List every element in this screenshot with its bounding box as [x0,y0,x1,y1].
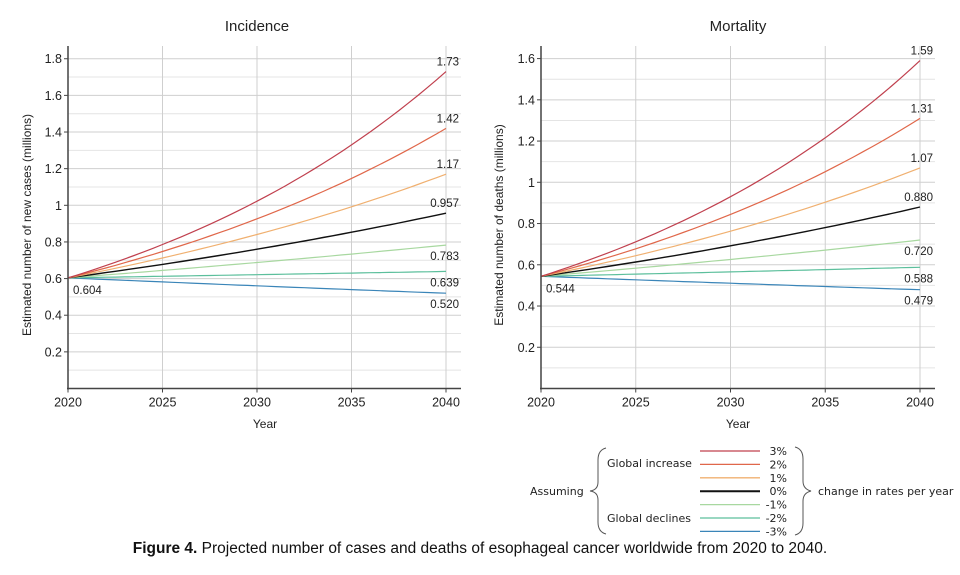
figure-caption: Figure 4. Projected number of cases and … [0,540,960,558]
series-line-0pct [540,206,921,277]
end-value-label: 1.31 [911,103,933,115]
legend-assuming-label: Assuming [530,485,584,498]
x-axis-label: Year [253,417,277,431]
end-value-label: 0.880 [904,192,933,204]
series-line-minus2pct [540,266,921,277]
y-tick-label: 0.2 [518,341,535,355]
caption-label: Figure 4. [132,540,198,557]
end-value-label: 1.73 [437,57,459,69]
y-tick-label: 0.6 [45,272,62,286]
x-tick-label: 2020 [527,396,555,410]
y-axis-label: Estimated number of new cases (millions) [20,114,34,336]
data-labels: 0.544 1.59 1.31 1.07 0.880 0.720 0.588 0.479 [546,46,933,308]
chart-title: Incidence [225,18,289,35]
series-lines [540,60,921,291]
x-tick-label: 2030 [243,396,271,410]
legend-entry-label: -3% [766,525,787,538]
x-tick-label: 2035 [811,396,839,410]
end-value-label: 0.957 [430,198,459,210]
x-tick-label: 2025 [622,396,650,410]
incidence-chart: Incidence 0.2 0.4 0.6 0.8 1 1.2 1.4 1.6 1.8 2020 2… [20,18,461,431]
end-value-label: 1.59 [911,46,933,58]
mortality-chart: Mortality 0.2 0.4 0.6 0.8 1 1.2 1.4 1.6 2020 2025… [492,18,935,431]
legend-entry-label: -2% [766,512,787,525]
series-line-1pct [540,167,921,277]
series-line-1pct [67,173,447,279]
end-value-label: 1.07 [911,153,933,165]
y-tick-label: 0.6 [518,258,535,272]
series-line-minus3pct [67,277,447,294]
legend-entry-label: 2% [770,458,787,471]
y-tick-label: 0.8 [518,217,535,231]
legend-entries: 3%2%1%0%-1%-2%-3% [700,445,787,538]
y-tick-label: 0.8 [45,235,62,249]
data-labels: 0.604 1.73 1.42 1.17 0.957 0.783 0.639 0.520 [73,57,459,312]
series-line-0pct [67,212,447,279]
y-tick-label: 1.4 [45,126,62,140]
axes: 0.2 0.4 0.6 0.8 1 1.2 1.4 1.6 2020 2025 2030 2035 20… [518,46,935,410]
x-axis-label: Year [726,417,750,431]
start-value-label: 0.544 [546,283,575,295]
legend-entry-label: -1% [766,499,787,512]
series-line-minus3pct [540,275,921,291]
y-tick-label: 1.8 [45,52,62,66]
series-line-3pct [67,71,447,279]
end-value-label: 0.783 [430,251,459,263]
end-value-label: 0.520 [430,299,459,311]
y-tick-label: 1 [55,199,62,213]
x-tick-label: 2025 [149,396,177,410]
y-tick-label: 1 [528,176,535,190]
legend-entry-label: 0% [770,485,787,498]
axes: 0.2 0.4 0.6 0.8 1 1.2 1.4 1.6 1.8 2020 2025 2030 203… [45,46,461,410]
x-tick-label: 2035 [338,396,366,410]
end-value-label: 0.639 [430,277,459,289]
grid [541,46,935,389]
y-tick-label: 1.2 [518,135,535,149]
x-tick-label: 2020 [54,396,82,410]
series-line-minus2pct [67,270,447,279]
right-brace-icon [794,446,812,536]
end-value-label: 1.42 [437,113,459,125]
series-lines [67,71,447,294]
y-tick-label: 1.6 [45,89,62,103]
left-brace-icon [589,447,607,535]
legend-group-increase: Global increase [607,457,692,470]
series-line-2pct [67,127,447,279]
chart-title: Mortality [710,18,767,35]
y-tick-label: 1.2 [45,162,62,176]
series-line-minus1pct [67,244,447,279]
series-line-2pct [540,117,921,277]
legend-entry-label: 3% [770,445,787,458]
grid [68,46,461,389]
series-line-minus1pct [540,239,921,277]
y-axis-label: Estimated number of deaths (millions) [492,124,506,325]
y-tick-label: 0.4 [518,300,535,314]
y-tick-label: 0.4 [45,309,62,323]
start-value-label: 0.604 [73,285,102,297]
end-value-label: 0.479 [904,296,933,308]
legend-suffix: change in rates per year [818,485,954,498]
end-value-label: 0.720 [904,246,933,258]
legend-group-declines: Global declines [607,512,691,525]
legend-entry-label: 1% [770,472,787,485]
caption-text: Projected number of cases and deaths of … [197,540,828,557]
x-tick-label: 2040 [906,396,934,410]
end-value-label: 1.17 [437,159,459,171]
x-tick-label: 2030 [717,396,745,410]
y-tick-label: 0.2 [45,345,62,359]
series-line-3pct [540,60,921,277]
end-value-label: 0.588 [904,273,933,285]
legend: Assuming Global increase Global declines… [530,445,954,538]
x-tick-label: 2040 [432,396,460,410]
y-tick-label: 1.4 [518,93,535,107]
y-tick-label: 1.6 [518,52,535,66]
